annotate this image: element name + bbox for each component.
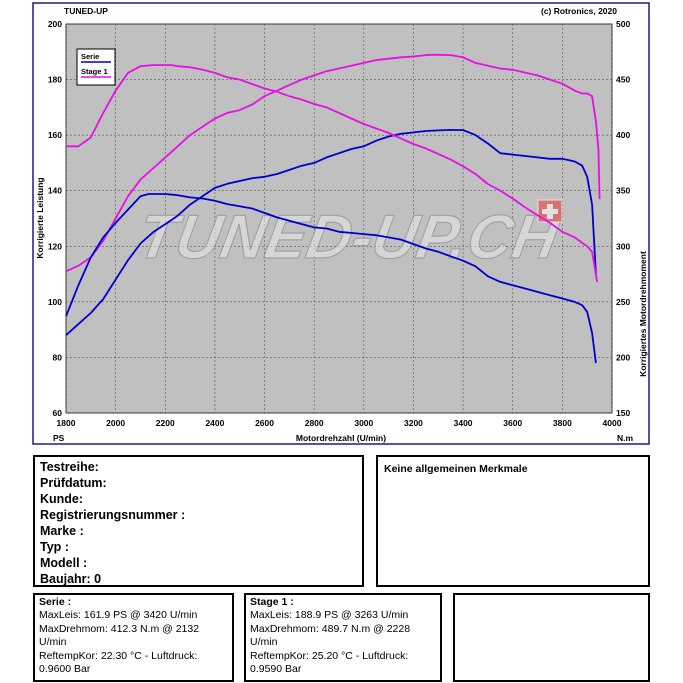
kunde-label: Kunde: bbox=[40, 492, 84, 506]
y-right-tick-label: 200 bbox=[616, 352, 630, 362]
run-maxdrehmom-unit: U/min bbox=[250, 636, 278, 648]
run-title: Serie : bbox=[39, 596, 72, 608]
modell-label: Modell : bbox=[40, 556, 88, 570]
x-tick-label: 2400 bbox=[205, 418, 224, 428]
x-tick-label: 2600 bbox=[255, 418, 274, 428]
x-unit-right: N.m bbox=[617, 433, 634, 443]
run-maxdrehmom: MaxDrehmom: 412.3 N.m @ 2132 bbox=[39, 622, 200, 635]
watermark-logo: TUNED-UP.CH bbox=[132, 199, 566, 272]
x-tick-label: 3800 bbox=[553, 418, 572, 428]
run-title: Stage 1 : bbox=[250, 596, 294, 608]
series-line-stage1-power bbox=[65, 53, 601, 273]
x-axis-label: Motordrehzahl (U/min) bbox=[296, 433, 386, 443]
x-tick-label: 2800 bbox=[305, 418, 324, 428]
y-left-tick-label: 120 bbox=[48, 241, 62, 251]
x-unit-left: PS bbox=[53, 433, 65, 443]
y-right-tick-label: 350 bbox=[616, 186, 630, 196]
series-line-stage1-torque bbox=[66, 64, 598, 283]
run-box-serie: Serie : MaxLeis: 161.9 PS @ 3420 U/min M… bbox=[33, 593, 234, 682]
run-maxleis: MaxLeis: 161.9 PS @ 3420 U/min bbox=[39, 609, 198, 621]
y-left-tick-label: 80 bbox=[53, 352, 63, 362]
series-lines bbox=[65, 53, 601, 364]
dyno-chart: TUNED-UP.CH 1800 2000 2200 2400 2600 2800 3000… bbox=[32, 2, 650, 445]
empty-box bbox=[453, 593, 650, 682]
x-tick-label: 3600 bbox=[503, 418, 522, 428]
run-maxdrehmom: MaxDrehmom: 489.7 N.m @ 2228 bbox=[250, 622, 411, 635]
series-line-serie-power bbox=[65, 129, 597, 336]
y-right-tick-label: 500 bbox=[616, 19, 630, 29]
run-box-stage1: Stage 1 : MaxLeis: 188.9 PS @ 3263 U/min… bbox=[244, 593, 442, 682]
notes-box: Keine allgemeinen Merkmale bbox=[376, 455, 650, 587]
legend-label-stage1: Stage 1 bbox=[81, 67, 108, 76]
run-maxdrehmom-unit: U/min bbox=[39, 636, 67, 648]
typ-label: Typ : bbox=[40, 540, 69, 554]
y-axis-label-right: Korrigiertes Motordrehmoment bbox=[638, 251, 648, 377]
run-reftemp: ReftempKor: 22.30 °C - Luftdruck: bbox=[39, 649, 198, 662]
x-tick-label: 3200 bbox=[404, 418, 423, 428]
legend-label-serie: Serie bbox=[81, 52, 99, 61]
run-luftdruck: 0.9600 Bar bbox=[39, 663, 91, 675]
y-left-tick-label: 100 bbox=[48, 297, 62, 307]
watermark-text: TUNED-UP.CH bbox=[133, 202, 566, 271]
y-right-tick-label: 150 bbox=[616, 408, 630, 418]
chart-title-right: (c) Rotronics, 2020 bbox=[541, 6, 617, 16]
y-right-tick-label: 400 bbox=[616, 130, 630, 140]
vehicle-info-box: Testreihe: Prüfdatum: Kunde: Registrieru… bbox=[33, 455, 364, 587]
marke-label: Marke : bbox=[40, 524, 84, 538]
y-right-tick-label: 250 bbox=[616, 297, 630, 307]
series-line-serie-torque bbox=[65, 193, 597, 364]
y-left-tick-label: 160 bbox=[48, 130, 62, 140]
plot-area bbox=[65, 23, 613, 414]
run-luftdruck: 0.9590 Bar bbox=[250, 663, 302, 675]
y-axis-label-left: Korrigierte Leistung bbox=[35, 177, 45, 258]
y-left-tick-label: 180 bbox=[48, 75, 62, 85]
grid bbox=[65, 23, 613, 414]
x-tick-label: 3400 bbox=[454, 418, 473, 428]
registrierungsnummer-label: Registrierungsnummer : bbox=[40, 508, 186, 522]
testreihe-label: Testreihe: bbox=[40, 460, 99, 474]
legend: Serie Stage 1 bbox=[76, 48, 116, 86]
y-right-tick-label: 450 bbox=[616, 75, 630, 85]
notes-text: Keine allgemeinen Merkmale bbox=[384, 463, 528, 475]
y-right-tick-label: 300 bbox=[616, 241, 630, 251]
swiss-cross-icon bbox=[542, 204, 558, 219]
run-reftemp: ReftempKor: 25.20 °C - Luftdruck: bbox=[250, 649, 409, 662]
y-left-tick-label: 140 bbox=[48, 186, 62, 196]
chart-title-left: TUNED-UP bbox=[64, 6, 108, 16]
run-maxleis: MaxLeis: 188.9 PS @ 3263 U/min bbox=[250, 609, 409, 621]
pruefdatum-label: Prüfdatum: bbox=[40, 476, 107, 490]
x-tick-label: 2000 bbox=[106, 418, 125, 428]
x-tick-label: 1800 bbox=[57, 418, 76, 428]
x-tick-label: 4000 bbox=[603, 418, 622, 428]
x-tick-label: 2200 bbox=[156, 418, 175, 428]
x-tick-label: 3000 bbox=[354, 418, 373, 428]
y-left-tick-label: 60 bbox=[53, 408, 63, 418]
axis-ticks: 1800 2000 2200 2400 2600 2800 3000 3200 3400 3600… bbox=[48, 19, 631, 428]
baujahr-label: Baujahr: 0 bbox=[40, 572, 102, 586]
y-left-tick-label: 200 bbox=[48, 19, 62, 29]
